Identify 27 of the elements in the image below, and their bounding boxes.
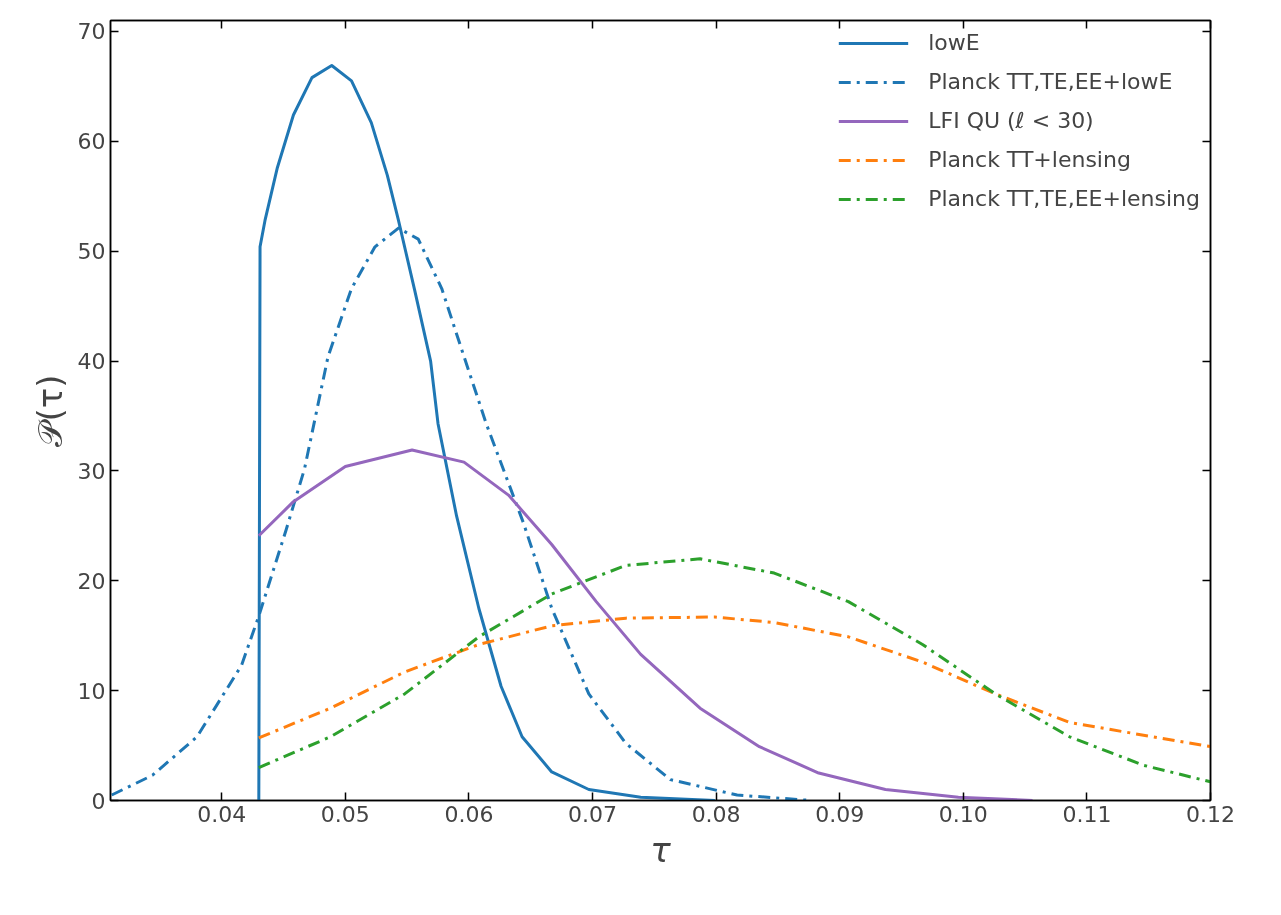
y-tick-label: 30 [77,458,106,484]
x-tick-label: 0.12 [1186,801,1235,827]
legend-label: Planck TT+lensing [928,147,1131,172]
x-tick-label: 0.09 [815,801,865,827]
x-tick-label: 0.11 [1062,801,1112,827]
line-series [257,557,1211,784]
y-tick-label: 60 [77,129,106,155]
x-tick-label: 0.08 [691,801,741,827]
line-series [257,615,1211,749]
y-tick-label: 10 [77,678,106,704]
x-tick-label: 0.06 [444,801,494,827]
x-tick-label: 0.05 [320,801,370,827]
y-tick-label: 70 [77,19,106,45]
x-tick-label: 0.04 [197,801,247,827]
y-axis-title: 𝒫(τ) [29,374,70,447]
x-tick-label: 0.10 [938,801,988,827]
x-tick-label: 0.07 [568,801,618,827]
y-tick-label: 40 [77,349,106,375]
legend-label: Planck TT,TE,EE+lowE [928,69,1173,94]
y-tick-label: 20 [77,568,106,594]
legend-label: LFI QU (ℓ < 30) [928,108,1094,133]
x-axis-title: τ [650,829,672,870]
line-series [257,448,1035,801]
legend-label: Planck TT,TE,EE+lensing [928,186,1200,211]
legend-label: lowE [928,30,980,55]
y-tick-label: 0 [91,788,106,814]
y-tick-label: 50 [77,239,106,265]
